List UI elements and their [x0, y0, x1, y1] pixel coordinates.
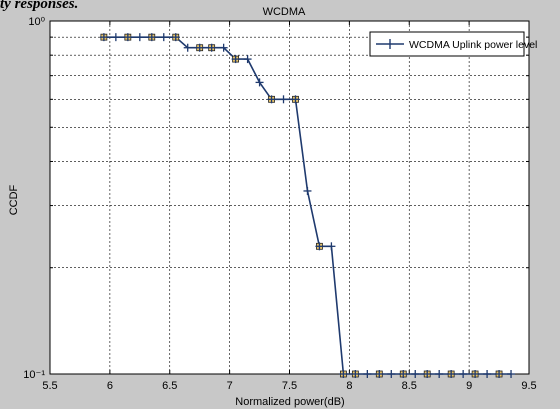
x-axis-label: Normalized power(dB) [235, 396, 344, 408]
y-tick-label: 10⁻¹ [23, 369, 45, 381]
x-tick-label: 7.5 [282, 380, 297, 392]
chart-title: WCDMA [263, 6, 306, 18]
x-tick-label: 6 [107, 380, 113, 392]
x-axis: 5.5 6 6.5 7 7.5 8 8.5 9 9.5 [42, 21, 537, 392]
x-tick-label: 9 [466, 380, 472, 392]
x-tick-label: 7 [227, 380, 233, 392]
legend-label: WCDMA Uplink power level [409, 39, 537, 51]
y-axis-label: CCDF [8, 184, 20, 215]
y-tick-label: 10⁰ [28, 16, 45, 28]
series-group [99, 33, 516, 378]
y-axis: 10⁻¹ 10⁰ [23, 16, 529, 381]
x-tick-label: 8.5 [402, 380, 417, 392]
legend: WCDMA Uplink power level [369, 31, 537, 57]
x-tick-label: 9.5 [521, 380, 536, 392]
caption-fragment: ty responses. [0, 0, 79, 12]
x-tick-label: 6.5 [162, 380, 177, 392]
grid [50, 21, 529, 374]
x-tick-label: 5.5 [42, 380, 57, 392]
x-tick-label: 8 [346, 380, 352, 392]
